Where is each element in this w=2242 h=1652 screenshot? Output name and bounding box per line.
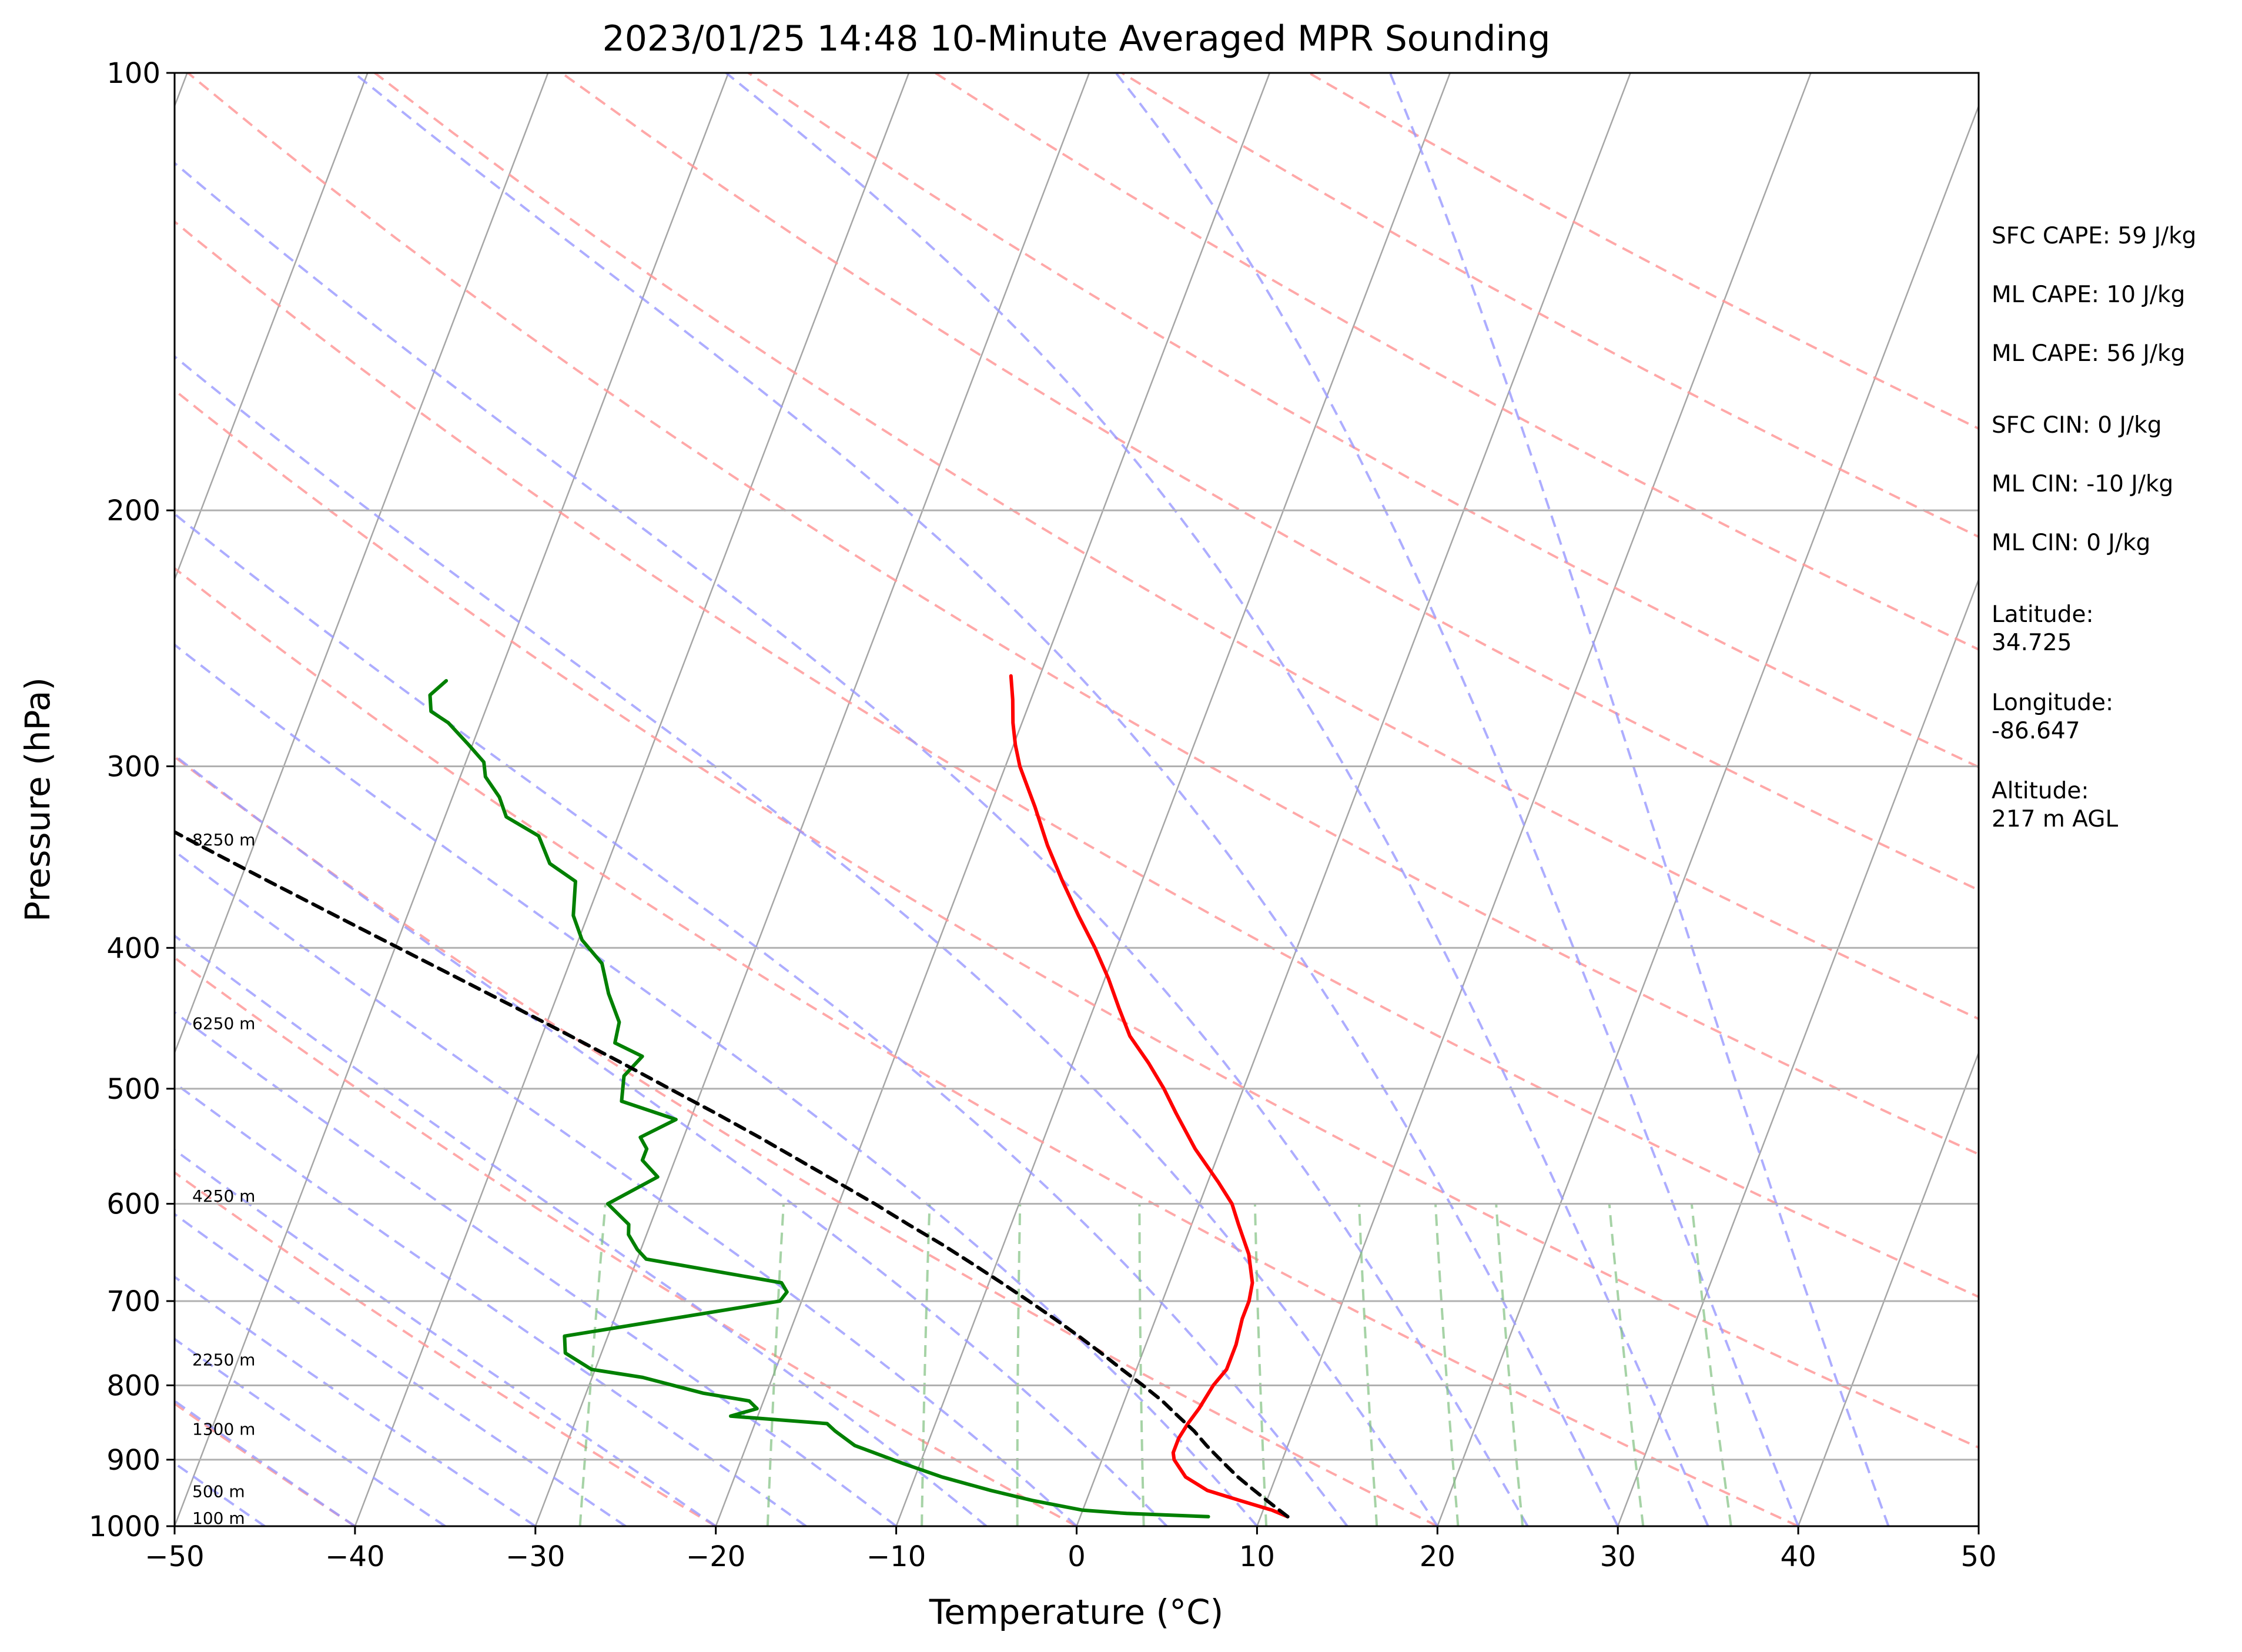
latitude-label: Latitude: <box>1992 601 2094 628</box>
y-tick-label: 200 <box>106 494 160 527</box>
dry-adiabat-line <box>175 567 1799 1526</box>
dry-adiabat-line <box>187 73 1979 1156</box>
isotherm-line <box>1617 577 1979 1526</box>
moist-adiabat-line <box>175 355 1438 1526</box>
ml-cape-text-1: ML CAPE: 10 J/kg <box>1992 282 2185 308</box>
moist-adiabat-line <box>175 934 988 1526</box>
dry-adiabat-line <box>747 73 1979 768</box>
y-tick-label: 300 <box>106 750 160 783</box>
isotherm-line <box>1256 73 1812 1526</box>
y-tick-label: 1000 <box>89 1510 160 1543</box>
isotherm-line <box>354 73 910 1526</box>
moist-adiabat-line <box>175 161 1529 1526</box>
moist-adiabat-line <box>353 73 1619 1526</box>
y-tick-label: 500 <box>106 1073 160 1106</box>
pressure-gridlines <box>175 509 1979 1461</box>
height-label: 2250 m <box>192 1350 255 1369</box>
longitude-label: Longitude: <box>1992 690 2113 716</box>
dry-adiabat-line <box>175 389 1979 1449</box>
temperature-profile-line <box>1009 674 1290 1519</box>
parcel-profile-line <box>175 830 1290 1519</box>
moist-adiabat-line <box>175 850 1078 1526</box>
isotherm-line <box>175 73 730 1526</box>
x-tick-label: −20 <box>686 1540 745 1573</box>
y-tick-label: 900 <box>106 1444 160 1477</box>
sfc-cape-text: SFC CAPE: 59 J/kg <box>1992 223 2196 249</box>
moist-adiabat-line <box>1115 73 1799 1526</box>
longitude-value: -86.647 <box>1992 718 2080 744</box>
height-label: 4250 m <box>192 1186 255 1206</box>
dry-adiabat-line <box>374 73 1979 1021</box>
x-tick-label: 10 <box>1239 1540 1275 1573</box>
height-label: 500 m <box>192 1482 245 1501</box>
ml-cin-text-1: ML CIN: -10 J/kg <box>1992 471 2173 497</box>
latitude-value: 34.725 <box>1992 630 2072 656</box>
height-label: 6250 m <box>192 1014 255 1034</box>
height-labels: 100 m 500 m 1300 m 2250 m 4250 m 6250 m 8250 m <box>192 830 255 1528</box>
dry-adiabat-line <box>561 73 1979 892</box>
isotherm-line <box>715 73 1271 1526</box>
isotherm-line <box>1076 73 1631 1526</box>
x-tick-label: −40 <box>325 1540 384 1573</box>
x-tick-label: −50 <box>145 1540 204 1573</box>
x-tick-label: 20 <box>1420 1540 1455 1573</box>
isotherm-line <box>895 73 1451 1526</box>
height-label: 8250 m <box>192 830 255 850</box>
dry-adiabat-line <box>175 1171 717 1526</box>
ml-cin-text-2: ML CIN: 0 J/kg <box>1992 530 2150 556</box>
x-tick-label: 50 <box>1960 1540 1996 1573</box>
isotherm-line <box>175 73 369 582</box>
altitude-value: 217 m AGL <box>1992 806 2118 832</box>
y-tick-label: 400 <box>106 932 160 965</box>
y-tick-label: 600 <box>106 1188 160 1221</box>
height-label: 100 m <box>192 1509 245 1528</box>
isotherm-line <box>534 73 1090 1526</box>
moist-adiabat-line <box>1388 73 1890 1526</box>
y-axis-ticks: 1000 900 800 700 600 500 400 300 200 100 <box>89 57 175 1543</box>
isotherm-line <box>175 73 549 1055</box>
moist-adiabat-line <box>175 1081 807 1526</box>
isotherm-line <box>1437 103 1979 1526</box>
moist-adiabat-line <box>175 1011 897 1526</box>
moist-adiabat-line <box>175 512 1348 1526</box>
ml-cape-text-2: ML CAPE: 56 J/kg <box>1992 340 2185 367</box>
moist-adiabat-line <box>175 1399 356 1526</box>
y-tick-label: 100 <box>106 57 160 90</box>
x-tick-label: −30 <box>506 1540 565 1573</box>
x-tick-label: −10 <box>866 1540 926 1573</box>
chart-title: 2023/01/25 14:48 10-Minute Averaged MPR … <box>603 18 1551 59</box>
y-tick-label: 700 <box>106 1285 160 1318</box>
x-tick-label: 40 <box>1781 1540 1816 1573</box>
x-axis-label: Temperature (°C) <box>929 1592 1224 1632</box>
dewpoint-profile-line <box>428 679 1210 1519</box>
dry-adiabat-line <box>175 220 1979 1299</box>
series-layer <box>175 674 1290 1519</box>
annotation-panel: SFC CAPE: 59 J/kg ML CAPE: 10 J/kg ML CA… <box>1992 223 2196 832</box>
altitude-label: Altitude: <box>1992 778 2089 804</box>
x-tick-label: 0 <box>1068 1540 1086 1573</box>
height-label: 1300 m <box>192 1419 255 1439</box>
x-tick-label: 30 <box>1600 1540 1636 1573</box>
sfc-cin-text: SFC CIN: 0 J/kg <box>1992 412 2161 439</box>
moist-adiabat-line <box>175 754 1168 1526</box>
y-tick-label: 800 <box>106 1369 160 1402</box>
y-axis-label: Pressure (hPa) <box>18 677 58 922</box>
moist-adiabat-line <box>175 643 1258 1526</box>
x-axis-ticks: −50 −40 −30 −20 −10 0 10 20 30 40 50 <box>145 1526 1997 1573</box>
isotherm-line <box>1797 1051 1979 1526</box>
dry-adiabat-line <box>175 956 1078 1526</box>
